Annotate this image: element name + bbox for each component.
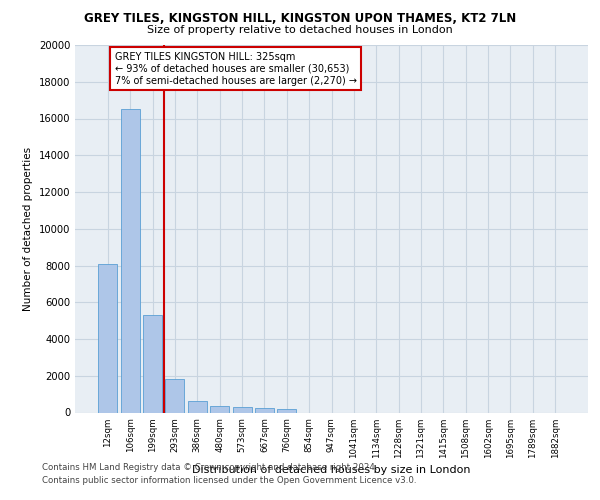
- Bar: [255, 408, 274, 412]
- Bar: [210, 406, 229, 412]
- Bar: [166, 378, 184, 412]
- Bar: [143, 315, 162, 412]
- Text: GREY TILES, KINGSTON HILL, KINGSTON UPON THAMES, KT2 7LN: GREY TILES, KINGSTON HILL, KINGSTON UPON…: [84, 12, 516, 26]
- Bar: [233, 408, 251, 412]
- Text: Size of property relative to detached houses in London: Size of property relative to detached ho…: [147, 25, 453, 35]
- Bar: [277, 409, 296, 412]
- Text: Contains HM Land Registry data © Crown copyright and database right 2024.: Contains HM Land Registry data © Crown c…: [42, 464, 377, 472]
- Bar: [188, 400, 207, 412]
- Text: GREY TILES KINGSTON HILL: 325sqm
← 93% of detached houses are smaller (30,653)
7: GREY TILES KINGSTON HILL: 325sqm ← 93% o…: [115, 52, 356, 86]
- X-axis label: Distribution of detached houses by size in London: Distribution of detached houses by size …: [192, 464, 471, 474]
- Y-axis label: Number of detached properties: Number of detached properties: [23, 146, 33, 311]
- Bar: [98, 264, 118, 412]
- Bar: [121, 110, 140, 412]
- Text: Contains public sector information licensed under the Open Government Licence v3: Contains public sector information licen…: [42, 476, 416, 485]
